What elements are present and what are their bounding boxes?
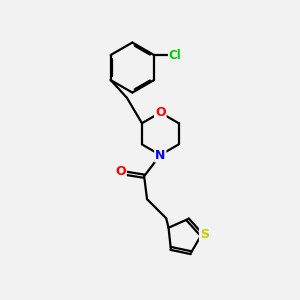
Text: N: N	[155, 148, 166, 161]
Text: O: O	[115, 165, 126, 178]
Text: S: S	[200, 228, 209, 241]
Text: O: O	[155, 106, 166, 119]
Text: Cl: Cl	[169, 49, 182, 62]
